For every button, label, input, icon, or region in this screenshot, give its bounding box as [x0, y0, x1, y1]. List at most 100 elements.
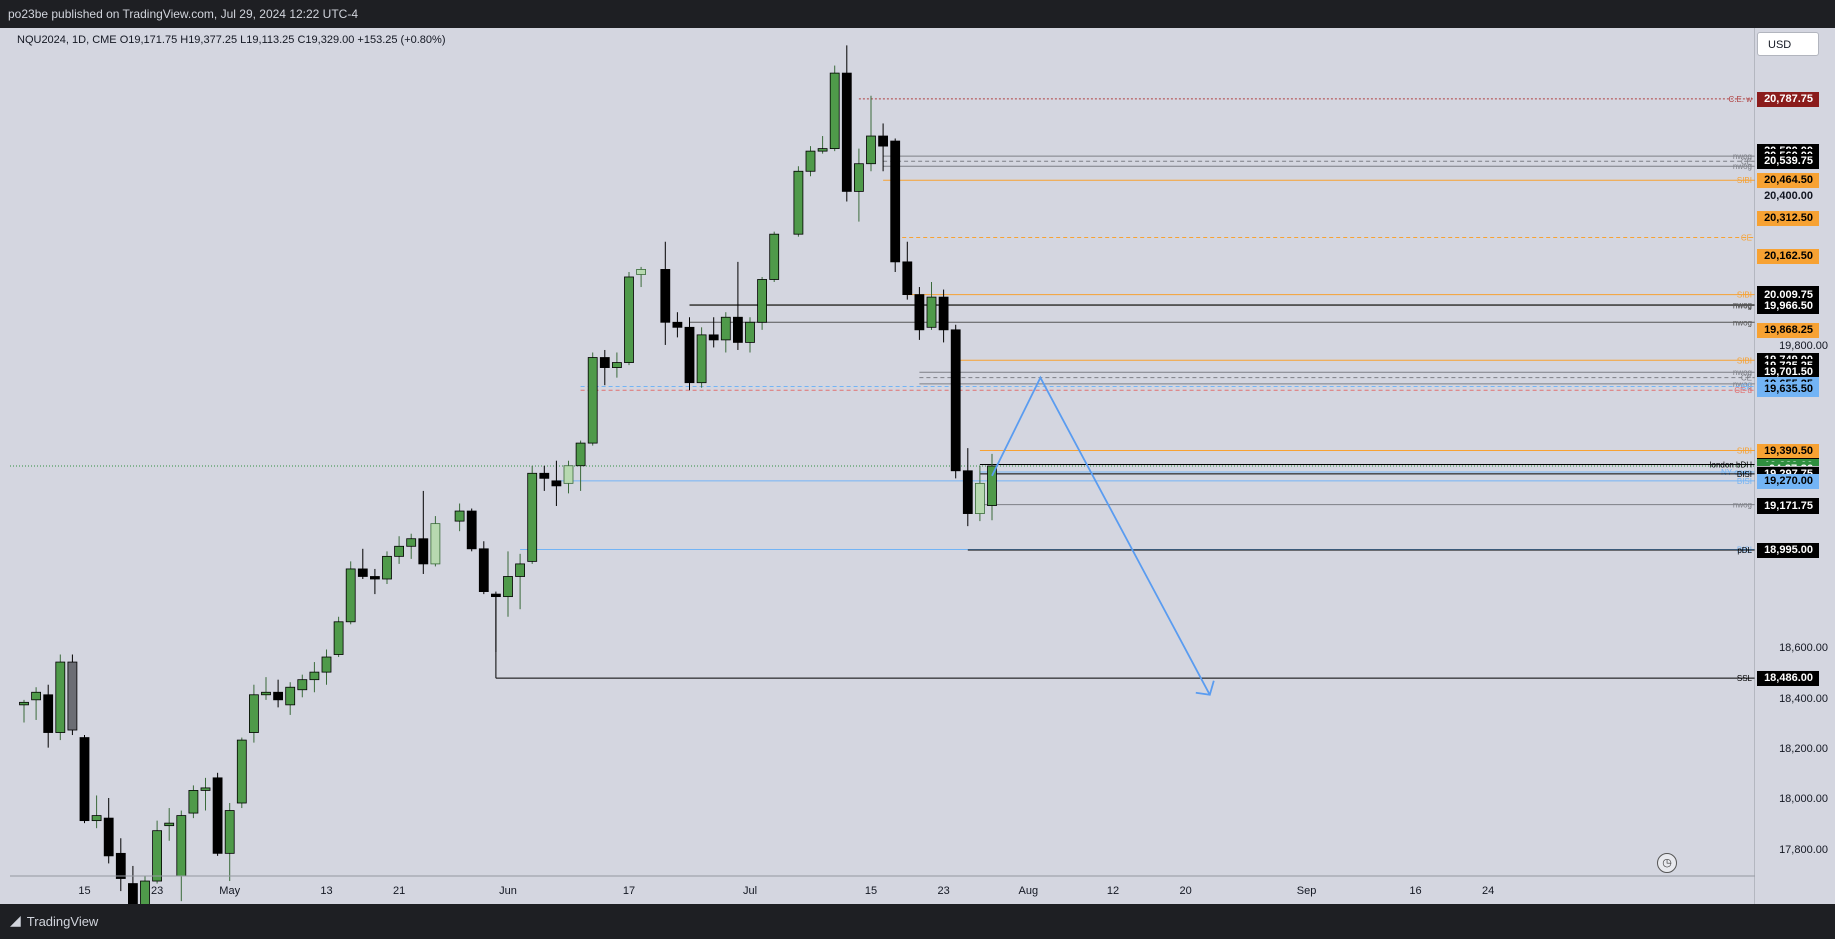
clock-icon[interactable]: ◷ — [1657, 853, 1677, 873]
candle-body[interactable] — [79, 737, 90, 822]
candle-body[interactable] — [563, 465, 574, 484]
candle-body[interactable] — [926, 296, 937, 328]
candle-body[interactable] — [745, 321, 755, 343]
candle-body[interactable] — [672, 321, 683, 328]
candle-body[interactable] — [321, 656, 332, 673]
candle-body[interactable] — [805, 150, 816, 172]
price-axis-label: 19,390.50 — [1757, 443, 1819, 459]
candle-body[interactable] — [733, 316, 743, 343]
candle-body[interactable] — [587, 357, 598, 444]
candle-body[interactable] — [527, 472, 538, 562]
candle-body[interactable] — [636, 269, 646, 275]
currency-selector[interactable]: USD — [1757, 32, 1819, 56]
candle-body[interactable] — [696, 334, 707, 384]
candle-body[interactable] — [769, 233, 780, 280]
level-label: nwog — [1733, 501, 1752, 510]
candle-body[interactable] — [720, 316, 731, 341]
candle-body[interactable] — [841, 72, 852, 192]
candle-body[interactable] — [333, 621, 344, 655]
candle-body[interactable] — [478, 548, 489, 592]
x-tick-label: Jun — [499, 885, 517, 897]
candle-body[interactable] — [188, 790, 199, 814]
candle-body[interactable] — [164, 822, 175, 827]
candle-body[interactable] — [152, 830, 163, 882]
candle-body[interactable] — [236, 739, 247, 804]
candle-body[interactable] — [19, 701, 29, 706]
candle-body[interactable] — [261, 691, 271, 696]
candle-body[interactable] — [128, 883, 138, 904]
candle-body[interactable] — [200, 787, 211, 791]
candle-body[interactable] — [115, 852, 126, 879]
projection-path — [991, 375, 1211, 696]
candle-body[interactable] — [345, 568, 356, 623]
candle-body[interactable] — [67, 661, 78, 731]
candle-body[interactable] — [793, 170, 804, 235]
level-label: SIBI — [1737, 176, 1752, 185]
candle-body[interactable] — [866, 135, 876, 165]
candle-body[interactable] — [708, 334, 719, 341]
candle-body[interactable] — [624, 276, 634, 363]
candle-body[interactable] — [854, 163, 864, 192]
level-label: nwog — [1733, 318, 1752, 327]
level-label: nwog — [1733, 162, 1752, 171]
candle-body[interactable] — [357, 568, 368, 577]
candle-body[interactable] — [91, 815, 102, 822]
level-label: nwog — [1733, 368, 1752, 377]
candle-body[interactable] — [297, 679, 308, 691]
candle-body[interactable] — [987, 465, 997, 506]
y-tick-label: 17,800.00 — [1779, 843, 1828, 856]
candlestick-chart[interactable]: C.E. wnwogCEnwogSIBICESIBInwognwognwogSI… — [10, 28, 1755, 904]
candle-body[interactable] — [273, 691, 284, 701]
candle-body[interactable] — [684, 326, 695, 384]
candle-body[interactable] — [31, 691, 42, 701]
candle-body[interactable] — [140, 880, 150, 904]
candle-body[interactable] — [938, 296, 949, 331]
candle-body[interactable] — [382, 555, 392, 580]
candle-body[interactable] — [430, 523, 441, 565]
candle-body[interactable] — [975, 482, 985, 514]
candle-body[interactable] — [43, 694, 54, 733]
candle-body[interactable] — [55, 661, 66, 733]
level-label: nwog — [1733, 302, 1752, 311]
candle-body[interactable] — [248, 694, 259, 733]
candle-body[interactable] — [515, 563, 526, 577]
candle-body[interactable] — [176, 815, 187, 877]
candle-body[interactable] — [503, 576, 513, 598]
candle-body[interactable] — [878, 135, 888, 147]
candle-body[interactable] — [599, 357, 610, 368]
candle-body[interactable] — [612, 362, 622, 368]
candle-body[interactable] — [757, 279, 767, 323]
candle-body[interactable] — [551, 480, 562, 487]
candle-body[interactable] — [539, 472, 550, 479]
candle-body[interactable] — [890, 140, 901, 263]
candle-body[interactable] — [406, 538, 417, 547]
candle-body[interactable] — [224, 810, 235, 854]
tradingview-logo[interactable]: ◢ TradingView — [10, 904, 98, 939]
candle-body[interactable] — [950, 329, 961, 472]
level-label: BISI — [1737, 470, 1752, 479]
candle-body[interactable] — [369, 576, 380, 580]
candle-body[interactable] — [466, 510, 477, 550]
candle-body[interactable] — [817, 148, 828, 152]
candle-body[interactable] — [394, 545, 405, 557]
candle-body[interactable] — [575, 442, 586, 467]
chart-panel[interactable]: C.E. w nwog CE nwog SIBI CE SIBI nwog nwog nwog SI… — [10, 28, 1755, 904]
candle-body[interactable] — [914, 294, 925, 331]
candle-body[interactable] — [103, 817, 114, 857]
candle-body[interactable] — [829, 72, 840, 150]
candle-body[interactable] — [962, 470, 973, 514]
price-axis-label: 19,701.50 — [1757, 365, 1819, 381]
x-tick-label: Aug — [1019, 885, 1039, 897]
candle-body[interactable] — [212, 777, 223, 854]
candle-body[interactable] — [418, 538, 429, 565]
x-tick-label: 24 — [1482, 885, 1494, 897]
level-label: nwog — [1733, 380, 1752, 389]
candle-body[interactable] — [660, 269, 671, 323]
candle-body[interactable] — [490, 593, 501, 598]
candle-body[interactable] — [309, 671, 320, 681]
candle-body[interactable] — [902, 261, 913, 295]
candle-body[interactable] — [285, 686, 296, 706]
level-label: pDL — [1737, 546, 1752, 555]
candle-body[interactable] — [454, 510, 465, 522]
price-axis-label: 19,171.75 — [1757, 498, 1819, 514]
